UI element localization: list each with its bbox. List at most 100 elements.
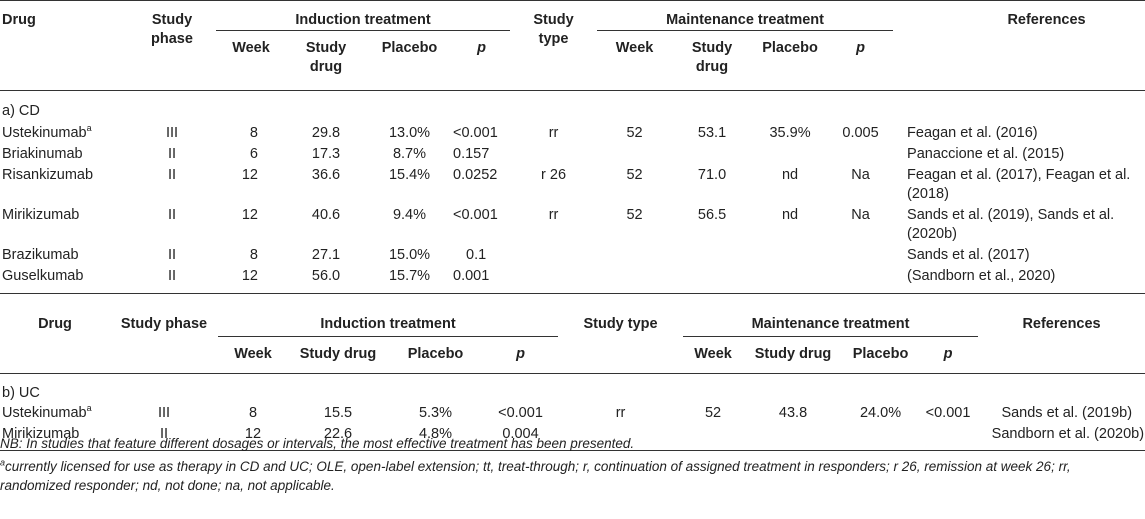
header-maintenance: Maintenance treatment (597, 0, 894, 31)
ind-placebo-cell: 9.4% (392, 206, 427, 223)
drug-cell: Ustekinumaba (2, 403, 92, 421)
ind-drug-cell: 56.0 (311, 267, 341, 284)
mt-week-cell: 52 (626, 124, 643, 141)
ref-cell: (Sandborn et al., 2020) (907, 267, 1056, 284)
mt-week-cell: 52 (704, 405, 722, 421)
table-row: Briakinumab II 6 17.3 8.7% 0.157 Panacci… (0, 145, 1145, 166)
ind-drug-cell: 27.1 (311, 246, 341, 263)
mt-drug-cell: 53.1 (697, 124, 727, 141)
mt-p-cell: <0.001 (925, 405, 971, 421)
header-study-phase: Study phase (120, 316, 208, 332)
table-row: Ustekinumaba III 8 15.5 5.3% <0.001 rr 5… (0, 404, 1145, 425)
ind-drug-cell: 36.6 (311, 166, 341, 183)
ind-p-cell: <0.001 (453, 206, 498, 223)
ind-week-cell: 12 (241, 267, 258, 284)
ind-placebo-cell: 8.7% (392, 145, 427, 162)
header-mt-study-drug: Study drug (754, 345, 832, 362)
ref-cell: Sandborn et al. (2020b) (991, 426, 1145, 442)
header-mt-p: p (943, 345, 953, 362)
header-study-type: Study type (583, 316, 658, 332)
mt-week-cell: 52 (626, 166, 643, 183)
header-mt-week: Week (694, 345, 732, 362)
ind-p-cell: 0.1 (466, 246, 487, 263)
header-drug: Drug (2, 12, 36, 28)
header-ind-study-drug: Study drug (305, 40, 347, 75)
mt-p-cell: 0.005 (842, 124, 879, 141)
phase-cell: II (159, 426, 169, 442)
section-label-cd: a) CD (2, 103, 40, 119)
phase-cell: II (167, 206, 177, 223)
table-row: Guselkumab II 12 56.0 15.7% 0.001 (Sandb… (0, 267, 1145, 294)
ind-placebo-cell: 13.0% (388, 124, 431, 141)
ind-p-cell: 0.0252 (453, 166, 498, 183)
header-mt-study-drug: Study drug (691, 40, 733, 75)
header-ind-placebo: Placebo (381, 40, 438, 56)
header-maintenance: Maintenance treatment (683, 309, 979, 337)
mt-drug-cell: 56.5 (697, 206, 727, 223)
header-drug: Drug (38, 316, 72, 332)
type-cell: rr (615, 405, 626, 421)
ind-week-cell: 12 (241, 166, 258, 183)
ind-drug-cell: 40.6 (311, 206, 341, 223)
ind-week-cell: 8 (249, 246, 258, 263)
mt-drug-cell: 71.0 (697, 166, 727, 183)
ind-p-cell: <0.001 (453, 124, 498, 141)
header-study-type: Study type (533, 12, 574, 47)
drug-cell: Risankizumab (2, 166, 94, 183)
phase-cell: III (157, 405, 171, 421)
drug-cell: Ustekinumaba (2, 122, 92, 141)
mt-placebo-cell: nd (781, 166, 799, 183)
ref-cell: Panaccione et al. (2015) (907, 145, 1065, 162)
drug-cell: Guselkumab (2, 267, 84, 284)
type-cell: rr (548, 124, 559, 141)
ind-drug-cell: 15.5 (323, 405, 353, 421)
header-ind-week: Week (234, 345, 272, 362)
ind-week-cell: 8 (249, 124, 258, 141)
uc-table: Drug Study phase Induction treatment Stu… (0, 309, 1145, 451)
phase-cell: II (167, 246, 177, 263)
mt-placebo-cell: nd (781, 206, 799, 223)
header-induction: Induction treatment (218, 309, 559, 337)
mt-placebo-cell: 35.9% (769, 124, 811, 141)
header-ind-p: p (516, 345, 525, 362)
ind-placebo-cell: 15.7% (388, 267, 431, 284)
ref-cell: Feagan et al. (2016) (907, 124, 1038, 141)
ref-cell: Sands et al. (2017) (907, 246, 1030, 263)
ind-week-cell: 8 (248, 405, 258, 421)
ind-p-cell: <0.001 (498, 405, 543, 421)
table-row: Ustekinumaba III 8 29.8 13.0% <0.001 rr … (0, 122, 1145, 145)
header-ind-week: Week (232, 40, 270, 56)
phase-cell: II (167, 267, 177, 284)
table-row: Mirikizumab II 12 40.6 9.4% <0.001 rr 52… (0, 206, 1145, 246)
ind-placebo-cell: 4.8% (418, 426, 453, 442)
phase-cell: III (165, 124, 179, 141)
ind-drug-cell: 22.6 (323, 426, 353, 442)
section-label-uc: b) UC (2, 384, 40, 401)
header-ind-p: p (477, 40, 486, 56)
header-mt-placebo: Placebo (852, 345, 909, 362)
table-row: Brazikumab II 8 27.1 15.0% 0.1 Sands et … (0, 246, 1145, 267)
drug-cell: Mirikizumab (2, 426, 80, 442)
ind-placebo-cell: 15.4% (388, 166, 431, 183)
type-cell: r 26 (541, 166, 567, 183)
header-ind-placebo: Placebo (407, 345, 464, 362)
ref-cell: Feagan et al. (2017), Feagan et al. (2018… (907, 166, 1131, 202)
ind-week-cell: 12 (241, 206, 258, 223)
nb-note: NB: In studies that feature different do… (0, 436, 635, 451)
header-mt-p: p (856, 40, 865, 56)
type-cell: rr (548, 206, 559, 223)
mt-p-cell: Na (851, 206, 870, 223)
mt-placebo-cell: 24.0% (859, 405, 902, 421)
header-study-phase: Study phase (151, 12, 193, 47)
mt-week-cell: 52 (626, 206, 643, 223)
drug-cell: Mirikizumab (2, 206, 80, 223)
ref-cell: Sands et al. (2019), Sands et al. (2020b) (907, 206, 1115, 242)
ind-placebo-cell: 5.3% (418, 405, 453, 421)
phase-cell: II (167, 166, 177, 183)
header-references: References (1007, 12, 1086, 28)
ind-p-cell: 0.001 (453, 267, 490, 284)
ind-drug-cell: 29.8 (311, 124, 341, 141)
ind-placebo-cell: 15.0% (388, 246, 431, 263)
mt-drug-cell: 43.8 (778, 405, 808, 421)
